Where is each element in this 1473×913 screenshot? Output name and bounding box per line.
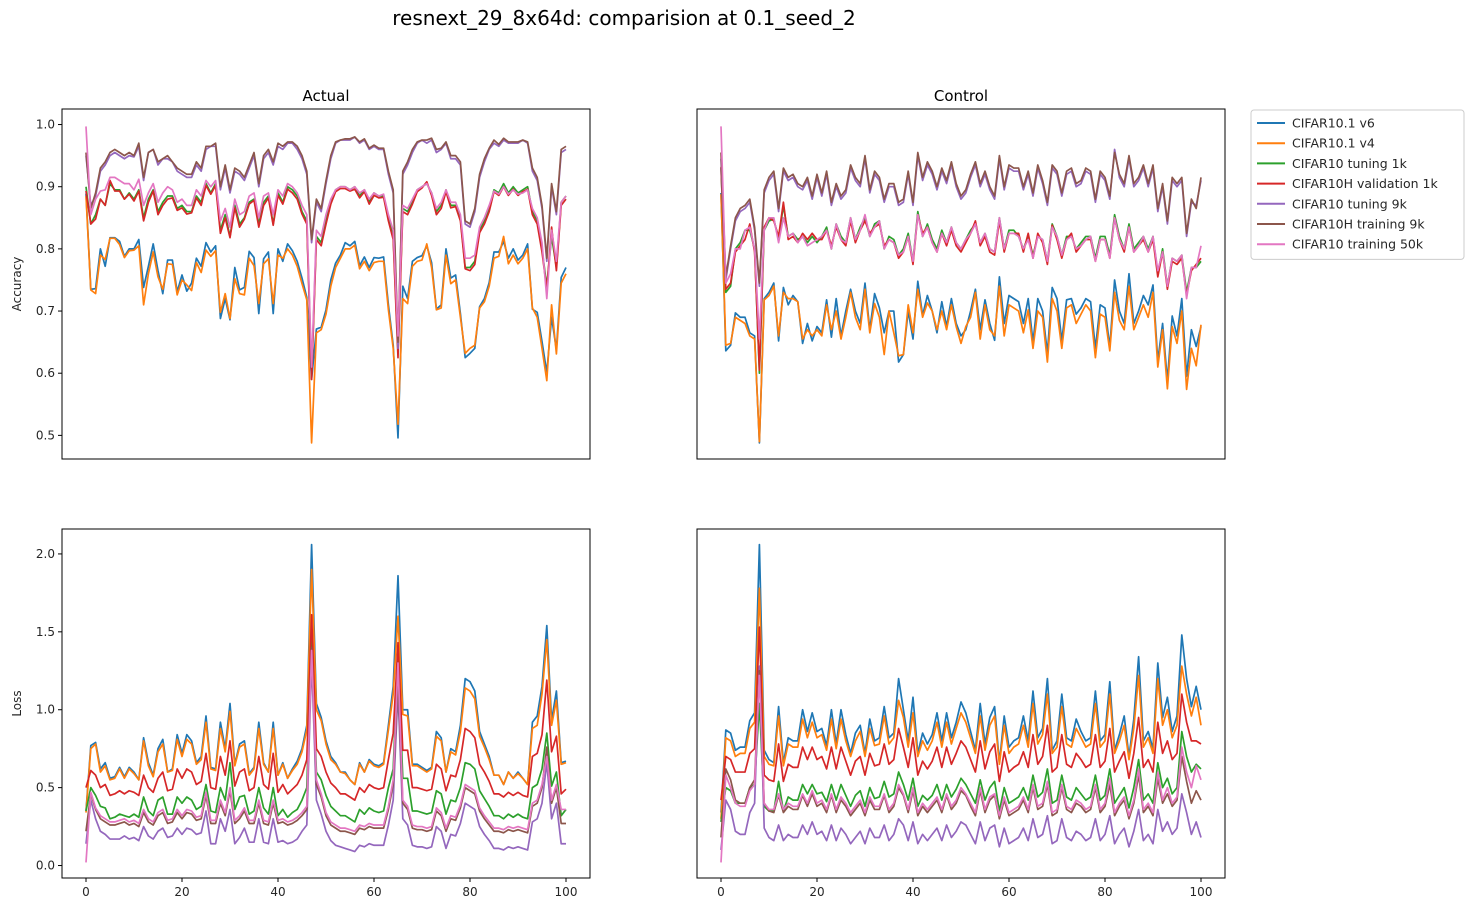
series-line-cifar10-training-50k — [720, 674, 1202, 863]
axes-frame — [696, 528, 1226, 879]
y-tick-label: 0.7 — [36, 304, 55, 318]
legend-frame — [1250, 109, 1465, 260]
series-line-cifar10h-training-9k — [720, 151, 1202, 284]
axes-frame — [696, 108, 1226, 460]
legend-item-cifar10-training-50k: CIFAR10 training 50k — [1257, 237, 1424, 252]
y-tick-label: 0.0 — [36, 859, 55, 873]
series-line-cifar10-training-50k — [85, 126, 567, 368]
series-line-cifar10-training-50k — [85, 649, 566, 863]
subplot-grid: 0.5 0.6 0.7 0.8 0.9 1.0 Actual Accuracy Control 0… — [10, 87, 1226, 899]
y-tick-label: 1.0 — [36, 703, 55, 717]
legend-label: CIFAR10.1 v6 — [1292, 116, 1375, 131]
x-tick-label: 40 — [905, 885, 920, 899]
axes-frame — [61, 108, 591, 460]
x-tick-label: 0 — [82, 885, 90, 899]
series-line-cifar10h-training-9k — [85, 136, 567, 343]
x-tick-label: 80 — [1097, 885, 1112, 899]
y-tick-label: 0.5 — [36, 428, 55, 442]
series-line-cifar10-tuning-9k — [720, 665, 1202, 851]
series-line-cifar10-1-v4 — [720, 194, 1202, 443]
y-tick-label: 0.9 — [36, 180, 55, 194]
x-tick-label: 80 — [462, 885, 477, 899]
y-tick-label: 0.5 — [36, 781, 55, 795]
series-line-cifar10h-validation-1k — [85, 179, 567, 381]
legend-item-cifar10-1-v4: CIFAR10.1 v4 — [1257, 136, 1375, 151]
series-lines — [85, 126, 567, 444]
subplot-control-loss: 0 20 40 60 80 100 — [696, 528, 1226, 899]
y-tick-label: 0.8 — [36, 242, 55, 256]
y-tick-label: 0.6 — [36, 366, 55, 380]
y-tick-label: 1.5 — [36, 625, 55, 639]
legend-label: CIFAR10 tuning 1k — [1292, 156, 1408, 171]
x-tick-label: 40 — [270, 885, 285, 899]
y-tick-label: 1.0 — [36, 118, 55, 132]
series-lines — [720, 543, 1202, 863]
subplot-title: Actual — [303, 87, 350, 105]
series-lines — [85, 543, 567, 863]
legend-item-cifar10-tuning-1k: CIFAR10 tuning 1k — [1257, 156, 1408, 171]
series-line-cifar10-1-v4 — [85, 568, 567, 813]
series-lines — [720, 126, 1202, 444]
legend-item-cifar10-1-v6: CIFAR10.1 v6 — [1257, 116, 1375, 131]
y-tick-label: 2.0 — [36, 547, 55, 561]
subplot-actual-loss: 0.0 0.5 1.0 1.5 2.0 0 20 40 60 80 100 Loss — [10, 528, 591, 899]
series-line-cifar10h-training-9k — [85, 646, 566, 836]
subplot-control-accuracy: Control — [696, 87, 1226, 460]
series-line-cifar10-tuning-1k — [720, 702, 1202, 823]
series-line-cifar10-tuning-9k — [85, 659, 566, 853]
series-line-cifar10-tuning-1k — [85, 638, 567, 823]
legend-label: CIFAR10.1 v4 — [1292, 136, 1375, 151]
series-line-cifar10-1-v4 — [720, 587, 1202, 819]
x-tick-label: 60 — [366, 885, 381, 899]
legend-item-cifar10-tuning-9k: CIFAR10 tuning 9k — [1257, 196, 1408, 211]
legend-label: CIFAR10H validation 1k — [1292, 176, 1438, 191]
series-line-cifar10-1-v6 — [720, 543, 1202, 813]
legend-label: CIFAR10H training 9k — [1292, 217, 1425, 232]
chart-legend: CIFAR10.1 v6 CIFAR10.1 v4 CIFAR10 tuning 1… — [1250, 109, 1465, 260]
x-tick-label: 100 — [1190, 885, 1213, 899]
legend-item-cifar10h-validation-1k: CIFAR10H validation 1k — [1257, 176, 1438, 191]
subplot-title: Control — [934, 87, 988, 105]
series-line-cifar10h-validation-1k — [85, 613, 567, 801]
series-line-cifar10-tuning-9k — [720, 148, 1202, 288]
x-tick-label: 20 — [809, 885, 824, 899]
series-line-cifar10h-validation-1k — [720, 626, 1202, 801]
series-line-cifar10-1-v4 — [85, 195, 567, 444]
y-axis-label: Accuracy — [10, 257, 24, 312]
axes-frame — [61, 528, 591, 879]
x-tick-label: 20 — [174, 885, 189, 899]
figure-title: resnext_29_8x64d: comparision at 0.1_see… — [392, 6, 855, 30]
x-tick-label: 60 — [1001, 885, 1016, 899]
legend-label: CIFAR10 training 50k — [1292, 237, 1424, 252]
subplot-actual-accuracy: 0.5 0.6 0.7 0.8 0.9 1.0 Actual Accuracy — [10, 87, 591, 460]
legend-item-cifar10h-training-9k: CIFAR10H training 9k — [1257, 217, 1425, 232]
legend-label: CIFAR10 tuning 9k — [1292, 196, 1408, 211]
x-tick-label: 0 — [717, 885, 725, 899]
y-axis-label: Loss — [10, 690, 24, 716]
x-tick-label: 100 — [555, 885, 578, 899]
series-line-cifar10-training-50k — [720, 126, 1202, 340]
